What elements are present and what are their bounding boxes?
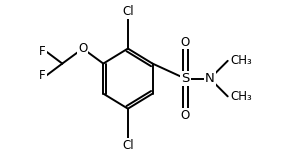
Text: CH₃: CH₃: [231, 54, 252, 67]
Text: O: O: [181, 109, 190, 122]
Text: F: F: [39, 45, 46, 58]
Text: S: S: [181, 72, 190, 85]
Text: Cl: Cl: [122, 139, 134, 152]
Text: O: O: [181, 35, 190, 49]
Text: N: N: [205, 72, 215, 85]
Text: CH₃: CH₃: [231, 90, 252, 103]
Text: O: O: [78, 42, 87, 55]
Text: F: F: [39, 69, 46, 82]
Text: Cl: Cl: [122, 5, 134, 18]
